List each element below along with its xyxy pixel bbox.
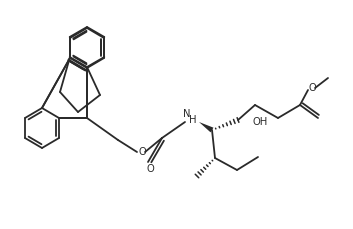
Text: N: N [183, 109, 191, 119]
Text: O: O [146, 164, 154, 174]
Text: OH: OH [252, 117, 268, 127]
Polygon shape [199, 122, 214, 132]
Text: H: H [189, 115, 197, 125]
Text: O: O [308, 83, 316, 93]
Text: O: O [138, 147, 146, 157]
